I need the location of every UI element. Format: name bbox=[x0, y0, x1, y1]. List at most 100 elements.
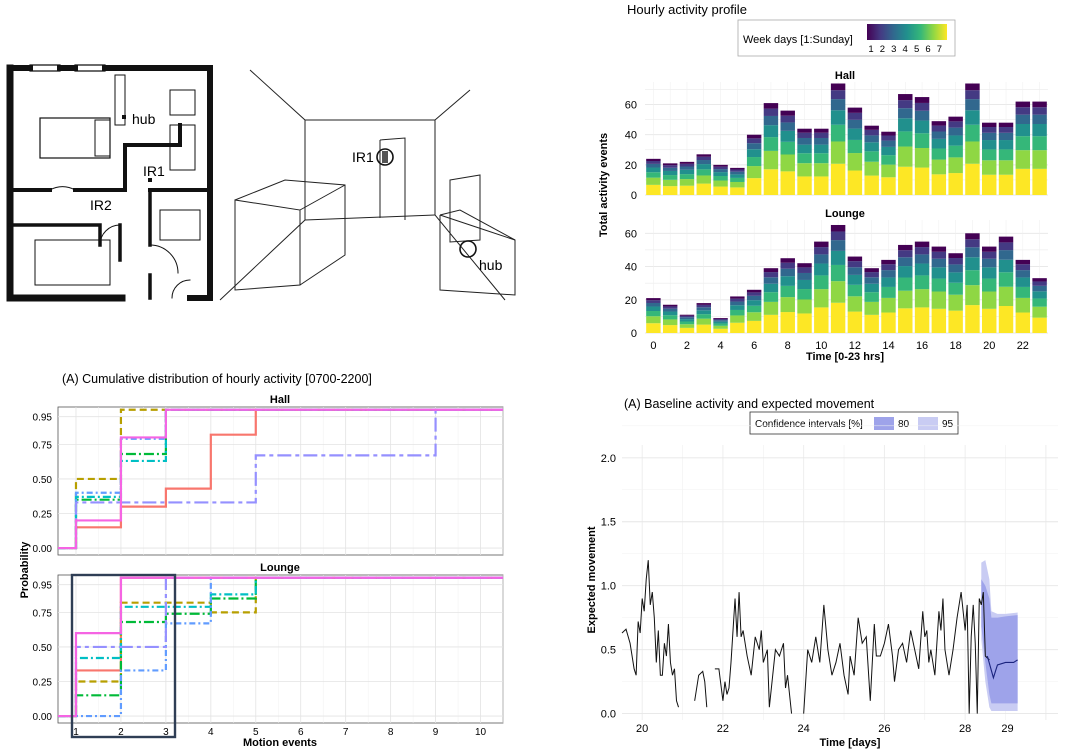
hourly-bar-segment bbox=[814, 137, 829, 145]
hourly-bar-segment bbox=[965, 257, 980, 271]
hourly-bar-segment bbox=[881, 164, 896, 178]
hourly-bar-segment bbox=[998, 127, 1014, 133]
cdf-x-tick: 9 bbox=[433, 727, 439, 738]
hourly-bar-segment bbox=[881, 264, 896, 271]
hourly-bar-segment bbox=[713, 169, 728, 173]
hourly-legend-tick: 2 bbox=[880, 44, 885, 55]
hourly-bar-segment bbox=[965, 270, 980, 286]
hourly-bar-segment bbox=[797, 128, 812, 133]
hourly-bar-segment bbox=[931, 258, 947, 268]
cdf-x-tick: 7 bbox=[343, 727, 349, 738]
hourly-bar-segment bbox=[662, 186, 678, 195]
hourly-bar-segment bbox=[948, 173, 963, 195]
hourly-bar-segment bbox=[864, 277, 879, 284]
baseline-x-tick: 20 bbox=[636, 723, 648, 735]
hourly-bar-segment bbox=[847, 274, 863, 285]
hourly-bar-segment bbox=[898, 244, 913, 251]
hourly-bar-segment bbox=[864, 272, 879, 278]
cdf-y-tick: 0.25 bbox=[33, 510, 53, 521]
hourly-bar-segment bbox=[864, 175, 879, 195]
hourly-bar-segment bbox=[881, 140, 896, 147]
cdf-series-line bbox=[58, 576, 503, 718]
hourly-bar-segment bbox=[1032, 114, 1047, 125]
hourly-bar-segment bbox=[780, 141, 795, 155]
hourly-bar-segment bbox=[1032, 168, 1047, 195]
hourly-bar-segment bbox=[965, 110, 980, 125]
hourly-bar-segment bbox=[898, 257, 913, 267]
hourly-bar-segment bbox=[696, 307, 711, 311]
hourly-bar-segment bbox=[898, 94, 913, 101]
hourly-bar-segment bbox=[746, 149, 762, 158]
hourly-bar-segment bbox=[830, 250, 846, 265]
hourly-bar-segment bbox=[982, 267, 997, 279]
hourly-y-tick: 60 bbox=[625, 100, 637, 112]
hourly-bar-segment bbox=[646, 177, 661, 185]
hourly-bar-segment bbox=[662, 311, 678, 316]
hourly-bar-segment bbox=[780, 171, 795, 195]
hourly-bar-segment bbox=[696, 154, 711, 157]
hourly-bar-segment bbox=[881, 259, 896, 265]
hourly-bar-segment bbox=[931, 138, 947, 149]
hourly-bar-segment bbox=[998, 132, 1014, 141]
hourly-bar-segment bbox=[948, 127, 963, 136]
hourly-bar-segment bbox=[763, 272, 779, 278]
room-ir1-label: IR1 bbox=[352, 149, 374, 165]
hourly-bar-segment bbox=[679, 163, 695, 167]
hourly-bar-segment bbox=[1015, 136, 1031, 151]
hourly-y-tick: 0 bbox=[631, 190, 637, 202]
hourly-bar-segment bbox=[982, 251, 997, 259]
baseline-y-label: Expected movement bbox=[586, 526, 598, 633]
hourly-bar-segment bbox=[730, 187, 745, 195]
hourly-bar-segment bbox=[730, 167, 745, 170]
hourly-bar-segment bbox=[797, 267, 812, 273]
hourly-bar-segment bbox=[1015, 297, 1031, 313]
hourly-bar-segment bbox=[662, 165, 678, 168]
cdf-hall-strip: Hall bbox=[270, 394, 290, 406]
hourly-bar-segment bbox=[965, 141, 980, 164]
hourly-bar-segment bbox=[662, 167, 678, 171]
hourly-bar-segment bbox=[914, 102, 930, 111]
hourly-bar-segment bbox=[847, 112, 863, 120]
hourly-bar-segment bbox=[998, 286, 1014, 307]
hourly-bar-segment bbox=[646, 311, 661, 317]
hourly-bar-segment bbox=[814, 263, 829, 276]
hourly-x-tick: 6 bbox=[751, 340, 757, 352]
hourly-bar-segment bbox=[746, 134, 762, 139]
hourly-bar-segment bbox=[881, 286, 896, 298]
hourly-bar-segment bbox=[830, 163, 846, 195]
hourly-bar-segment bbox=[881, 312, 896, 333]
hourly-bar-segment bbox=[730, 298, 745, 302]
hourly-bar-segment bbox=[646, 323, 661, 333]
hourly-bar-segment bbox=[713, 172, 728, 177]
hourly-bar-segment bbox=[847, 261, 863, 268]
hourly-bar-segment bbox=[763, 277, 779, 284]
hourly-bar-segment bbox=[646, 298, 661, 301]
hourly-bar-segment bbox=[965, 305, 980, 333]
hourly-bar-segment bbox=[847, 153, 863, 171]
hourly-bar-segment bbox=[730, 315, 745, 323]
hourly-legend-tick: 1 bbox=[868, 44, 873, 55]
hourly-bar-segment bbox=[797, 263, 812, 268]
hourly-bar-segment bbox=[948, 264, 963, 273]
hourly-bar-segment bbox=[780, 262, 795, 269]
cdf-y-tick: 0.00 bbox=[33, 712, 53, 723]
legend-label-95: 95 bbox=[942, 419, 954, 430]
hourly-bar-segment bbox=[746, 312, 762, 321]
hourly-bar-segment bbox=[746, 292, 762, 296]
cdf-panel-bg bbox=[57, 406, 504, 556]
hourly-bar-segment bbox=[780, 154, 795, 172]
hourly-bar-segment bbox=[830, 99, 846, 111]
hourly-bar-segment bbox=[713, 318, 728, 319]
hourly-bar-segment bbox=[662, 306, 678, 309]
hourly-bar-segment bbox=[1032, 101, 1047, 108]
hourly-bar-segment bbox=[982, 291, 997, 309]
hourly-bar-segment bbox=[763, 292, 779, 302]
hourly-bar-segment bbox=[982, 258, 997, 268]
hourly-bar-segment bbox=[780, 276, 795, 286]
hourly-hall-strip: Hall bbox=[835, 70, 855, 82]
hourly-bar-segment bbox=[914, 147, 930, 168]
hourly-bar-segment bbox=[646, 300, 661, 303]
hourly-bar-segment bbox=[1032, 285, 1047, 292]
hourly-bar-segment bbox=[746, 166, 762, 179]
hourly-bar-segment bbox=[780, 115, 795, 123]
